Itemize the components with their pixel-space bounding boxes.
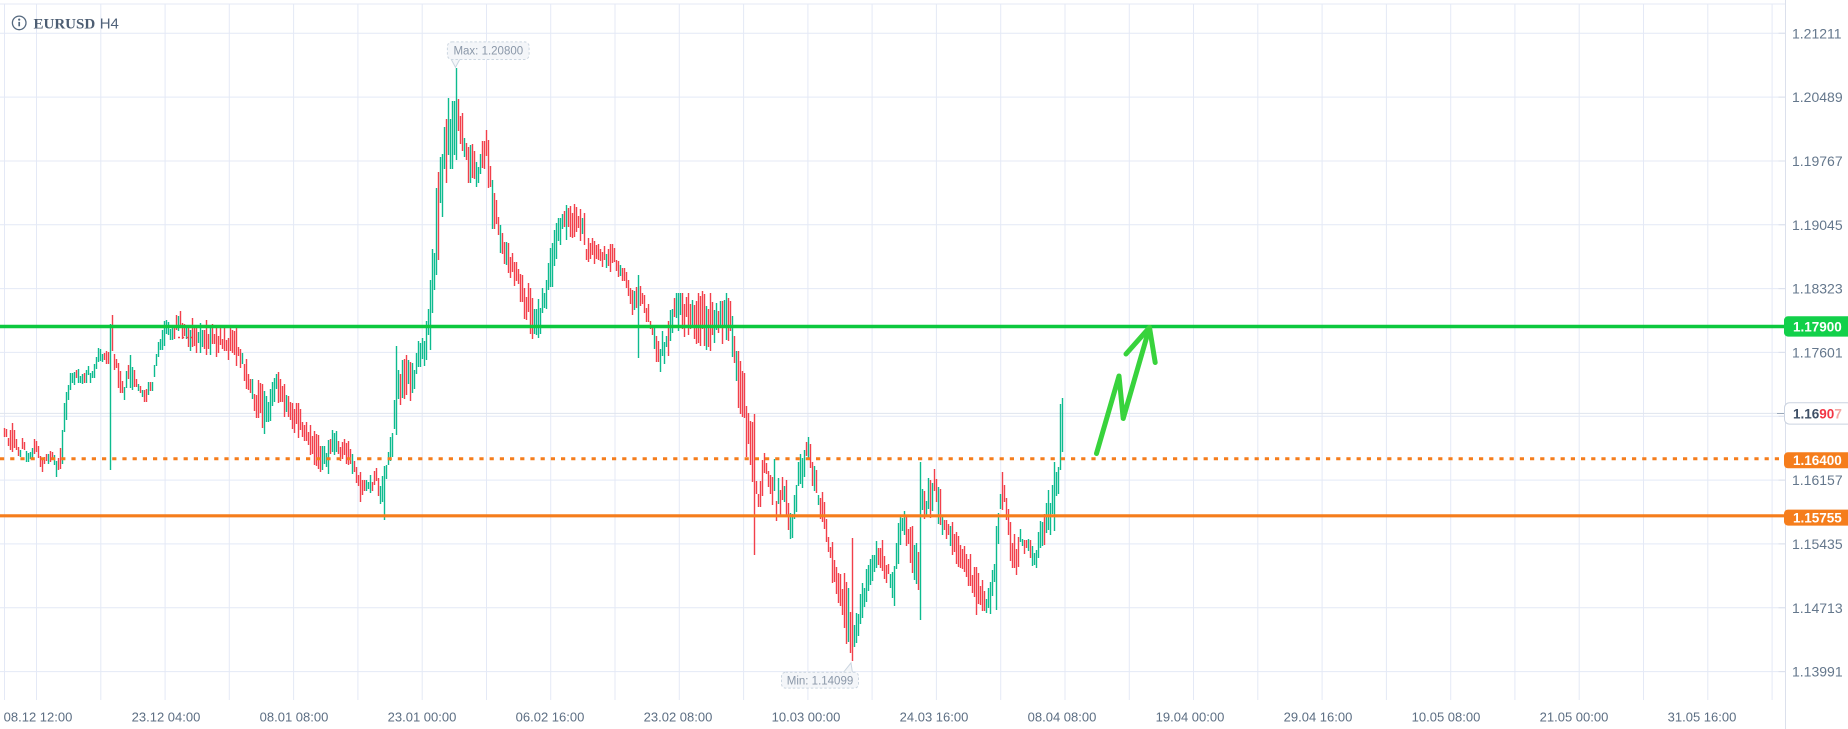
svg-text:23.01 00:00: 23.01 00:00 (388, 710, 457, 725)
svg-text:24.03 16:00: 24.03 16:00 (900, 710, 969, 725)
svg-text:1.16907: 1.16907 (1793, 406, 1842, 421)
svg-text:1.16157: 1.16157 (1792, 472, 1843, 488)
svg-text:Max: 1.20800: Max: 1.20800 (453, 46, 523, 58)
svg-text:1.16400: 1.16400 (1793, 453, 1842, 468)
svg-text:23.02 08:00: 23.02 08:00 (644, 710, 713, 725)
svg-text:1.19767: 1.19767 (1792, 153, 1843, 169)
svg-text:1.19045: 1.19045 (1792, 217, 1843, 233)
svg-text:H4: H4 (100, 16, 119, 33)
svg-text:1.15755: 1.15755 (1793, 510, 1842, 525)
svg-text:1.21211: 1.21211 (1792, 25, 1842, 41)
svg-text:23.12 04:00: 23.12 04:00 (132, 710, 201, 725)
svg-text:19.04 00:00: 19.04 00:00 (1156, 710, 1225, 725)
svg-text:10.03 00:00: 10.03 00:00 (772, 710, 841, 725)
svg-text:31.05 16:00: 31.05 16:00 (1668, 710, 1737, 725)
svg-text:1.14713: 1.14713 (1792, 600, 1843, 616)
svg-text:1.13991: 1.13991 (1792, 664, 1843, 680)
svg-text:1.18323: 1.18323 (1792, 281, 1843, 297)
svg-text:1.20489: 1.20489 (1792, 89, 1843, 105)
svg-text:1.15435: 1.15435 (1792, 536, 1843, 552)
svg-text:29.04 16:00: 29.04 16:00 (1284, 710, 1353, 725)
svg-text:08.04 08:00: 08.04 08:00 (1028, 710, 1097, 725)
svg-text:1.17900: 1.17900 (1793, 319, 1842, 334)
svg-text:10.05 08:00: 10.05 08:00 (1412, 710, 1481, 725)
svg-text:21.05 00:00: 21.05 00:00 (1540, 710, 1609, 725)
svg-text:08.12 12:00: 08.12 12:00 (4, 710, 73, 725)
svg-text:EURUSD: EURUSD (34, 17, 96, 33)
svg-text:06.02 16:00: 06.02 16:00 (516, 710, 585, 725)
svg-text:08.01 08:00: 08.01 08:00 (260, 710, 329, 725)
svg-text:Min: 1.14099: Min: 1.14099 (787, 675, 854, 687)
svg-text:1.17601: 1.17601 (1792, 344, 1843, 360)
